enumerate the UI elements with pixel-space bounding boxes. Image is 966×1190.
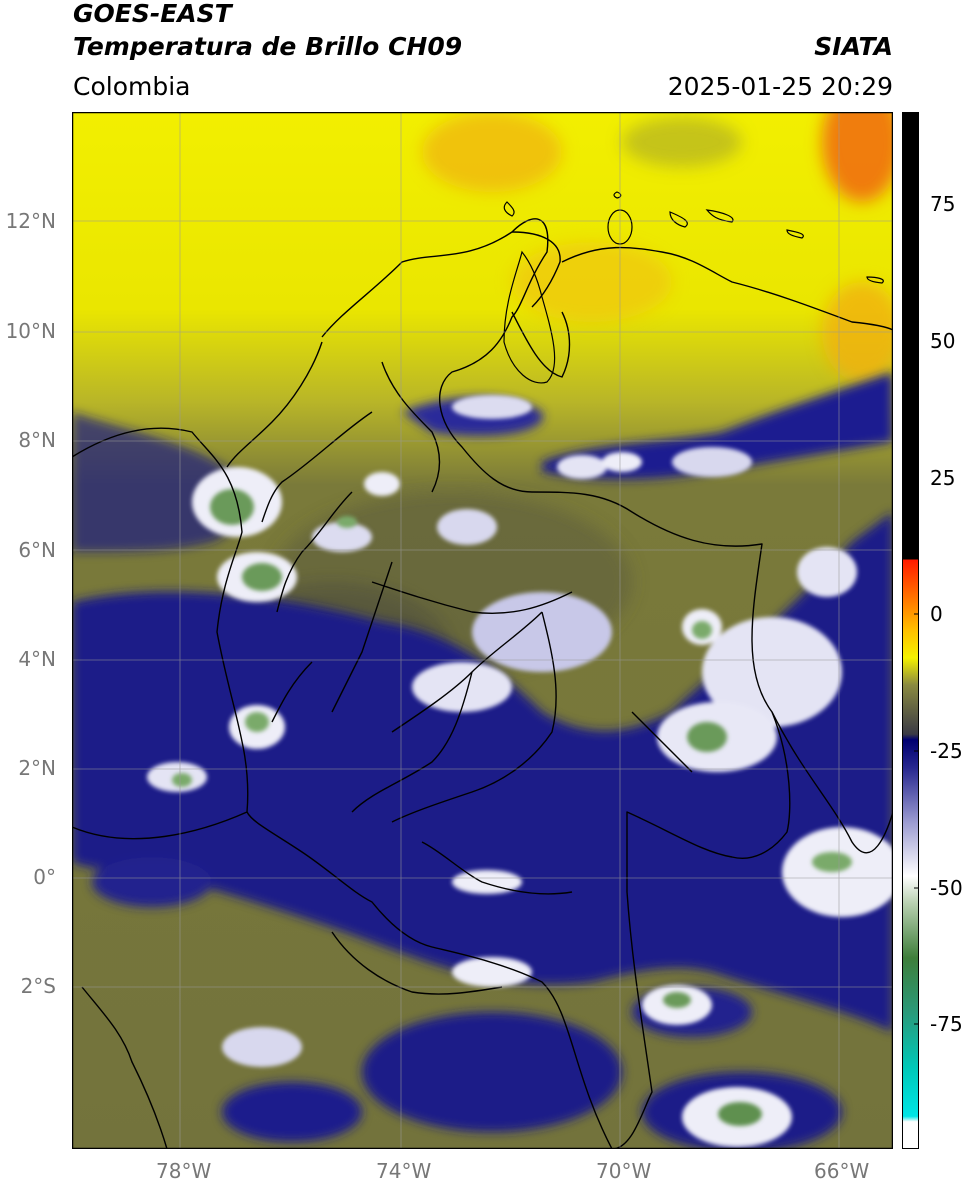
product-title-line2: Temperatura de Brillo CH09 (73, 32, 463, 61)
colorbar-fill (902, 112, 919, 1149)
map-frame (72, 112, 893, 1149)
colorbar-label-minus25: -25 (930, 739, 963, 763)
country-borders (72, 218, 893, 1149)
lon-label-78w: 78°W (156, 1159, 212, 1183)
lat-label-12n: 12°N (5, 209, 56, 233)
overshooting-cores (172, 489, 852, 1126)
source-label: SIATA (814, 32, 893, 61)
lat-label-2s: 2°S (20, 974, 56, 998)
colorbar-label-50: 50 (930, 329, 956, 353)
colorbar-label-minus50: -50 (930, 876, 963, 900)
region-label: Colombia (73, 72, 191, 101)
colorbar-label-minus75: -75 (930, 1012, 963, 1036)
colorbar (902, 112, 919, 1149)
datetime-label: 2025-01-25 20:29 (667, 72, 893, 101)
satellite-map (72, 112, 893, 1149)
colorbar-ticks (914, 203, 919, 1025)
lon-label-74w: 74°W (376, 1159, 432, 1183)
lat-label-0: 0° (33, 865, 56, 889)
colorbar-label-75: 75 (930, 192, 956, 216)
lon-label-70w: 70°W (596, 1159, 652, 1183)
product-title-line1: GOES-EAST (73, 0, 232, 28)
coastline-details (503, 191, 884, 384)
bright-cloud-tops (147, 395, 893, 1147)
lat-label-2n: 2°N (18, 756, 56, 780)
lon-label-66w: 66°W (814, 1159, 870, 1183)
lat-label-10n: 10°N (5, 319, 56, 343)
colorbar-label-25: 25 (930, 466, 956, 490)
colorbar-label-0: 0 (930, 602, 943, 626)
lat-label-8n: 8°N (18, 428, 56, 452)
lat-label-4n: 4°N (18, 647, 56, 671)
gridlines (72, 112, 893, 1149)
colorbar-frame (902, 112, 919, 1149)
lat-label-6n: 6°N (18, 538, 56, 562)
